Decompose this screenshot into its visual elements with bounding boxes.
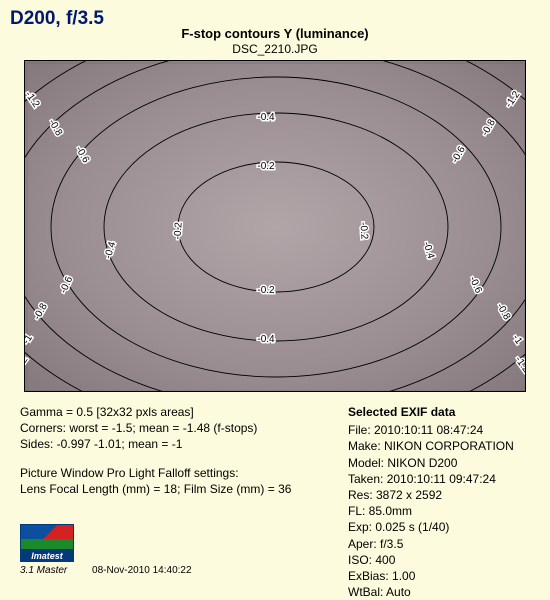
contour-svg: -0.2-0.2-0.2-0.2-0.4-0.4-0.4-0.4-0.6-0.6… [25, 61, 526, 392]
svg-text:-0.2: -0.2 [357, 222, 369, 240]
svg-text:-0.4: -0.4 [257, 334, 275, 345]
exif-row: Make: NIKON CORPORATION [348, 438, 514, 454]
exif-row: FL: 85.0mm [348, 503, 514, 519]
exif-row: Exp: 0.025 s (1/40) [348, 519, 514, 535]
exif-row: WtBal: Auto [348, 584, 514, 600]
exif-row: ExBias: 1.00 [348, 568, 514, 584]
svg-text:-0.4: -0.4 [257, 112, 275, 123]
footer-version: 3.1 Master [20, 565, 67, 576]
stat-line: Gamma = 0.5 [32x32 pxls areas] [20, 404, 291, 420]
stat-line: Picture Window Pro Light Falloff setting… [20, 465, 291, 481]
exif-row: Res: 3872 x 2592 [348, 487, 514, 503]
stat-line: Corners: worst = -1.5; mean = -1.48 (f-s… [20, 420, 291, 436]
brand-name: Imatest [20, 550, 74, 562]
svg-text:-0.2: -0.2 [257, 161, 275, 172]
footer-timestamp: 08-Nov-2010 14:40:22 [92, 565, 192, 576]
imatest-flag-icon [20, 524, 74, 550]
contour-chart: -0.2-0.2-0.2-0.2-0.4-0.4-0.4-0.4-0.6-0.6… [24, 60, 526, 392]
exif-row: Aper: f/3.5 [348, 536, 514, 552]
stat-line: Sides: -0.997 -1.01; mean = -1 [20, 436, 291, 452]
chart-subtitle: DSC_2210.JPG [0, 42, 550, 56]
stats-block: Gamma = 0.5 [32x32 pxls areas] Corners: … [20, 404, 291, 497]
brand-logo: Imatest [20, 524, 74, 562]
exif-title: Selected EXIF data [348, 404, 514, 420]
stat-line: Lens Focal Length (mm) = 18; Film Size (… [20, 481, 291, 497]
footer-line: 3.1 Master 08-Nov-2010 14:40:22 [20, 565, 192, 576]
exif-row: File: 2010:10:11 08:47:24 [348, 422, 514, 438]
exif-block: Selected EXIF data File: 2010:10:11 08:4… [348, 404, 514, 600]
exif-row: Model: NIKON D200 [348, 455, 514, 471]
svg-text:-0.2: -0.2 [172, 221, 184, 239]
exif-row: ISO: 400 [348, 552, 514, 568]
chart-title: F-stop contours Y (luminance) [0, 26, 550, 41]
svg-text:-0.2: -0.2 [257, 285, 275, 296]
exif-row: Taken: 2010:10:11 09:47:24 [348, 471, 514, 487]
